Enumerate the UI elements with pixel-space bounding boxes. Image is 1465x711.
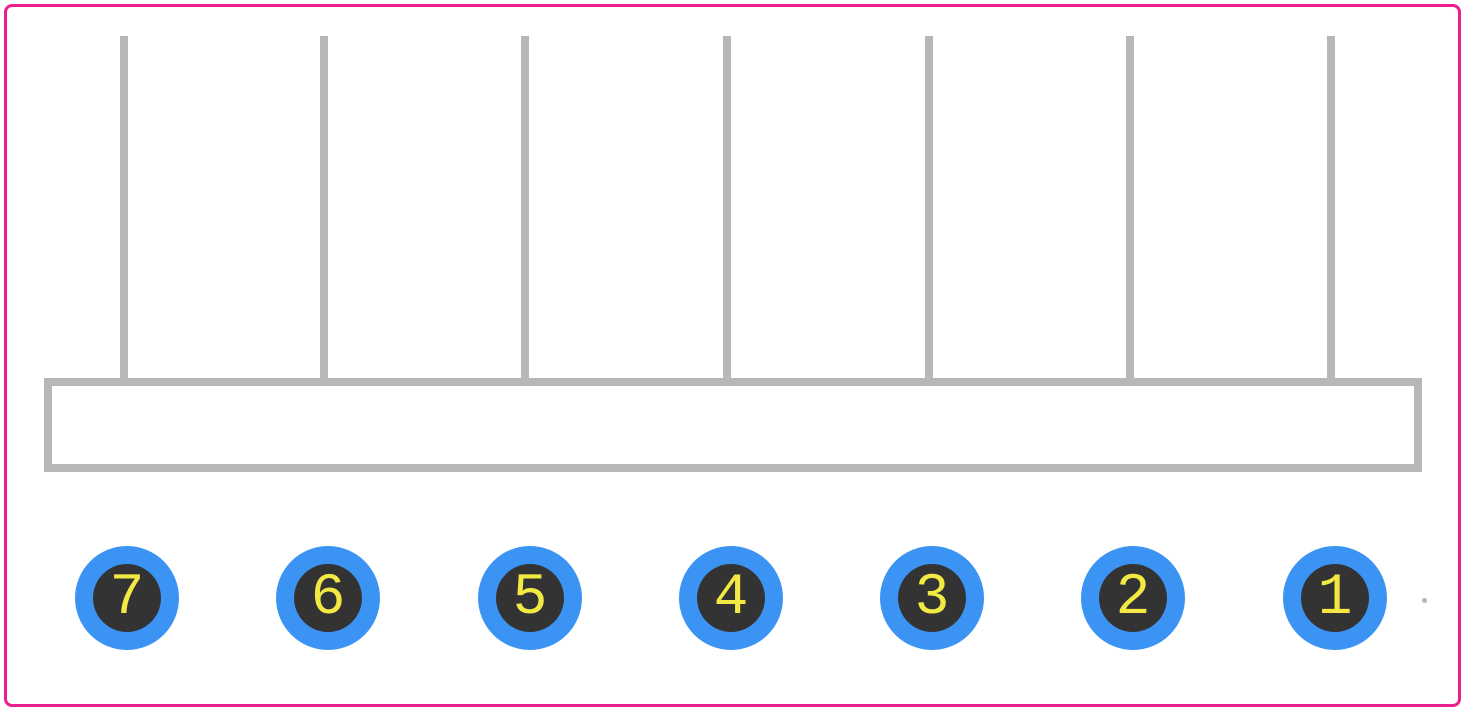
pad: 1 — [1283, 546, 1387, 650]
pad-label: 7 — [110, 566, 145, 631]
pad: 6 — [276, 546, 380, 650]
pin-line — [1327, 36, 1335, 378]
pad-label: 5 — [513, 566, 548, 631]
pad-hole: 1 — [1301, 564, 1369, 632]
pad: 3 — [880, 546, 984, 650]
pin-line — [723, 36, 731, 378]
pad-label: 4 — [714, 566, 749, 631]
pad: 2 — [1081, 546, 1185, 650]
pad-hole: 7 — [93, 564, 161, 632]
pad-hole: 5 — [496, 564, 564, 632]
reference-dot — [1422, 598, 1427, 603]
pad: 7 — [75, 546, 179, 650]
pin-line — [120, 36, 128, 378]
pin-line — [320, 36, 328, 378]
component-body — [44, 378, 1422, 472]
pad-hole: 6 — [294, 564, 362, 632]
pin-line — [521, 36, 529, 378]
pad-hole: 4 — [697, 564, 765, 632]
pad-label: 2 — [1116, 566, 1151, 631]
pin-line — [925, 36, 933, 378]
pad-hole: 3 — [898, 564, 966, 632]
pad: 5 — [478, 546, 582, 650]
pin-line — [1126, 36, 1134, 378]
pad-label: 1 — [1318, 566, 1353, 631]
pad: 4 — [679, 546, 783, 650]
pad-label: 6 — [311, 566, 346, 631]
pad-hole: 2 — [1099, 564, 1167, 632]
pad-label: 3 — [915, 566, 950, 631]
